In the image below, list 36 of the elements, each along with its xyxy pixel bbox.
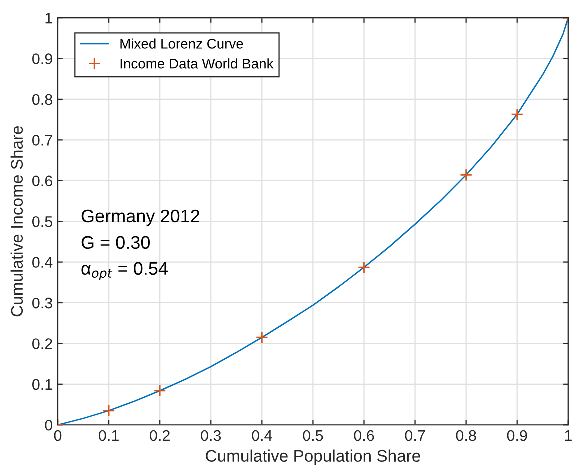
x-tick-label: 0.7 — [405, 430, 426, 442]
x-tick-label: 0.5 — [303, 430, 324, 442]
x-tick-label: 0.9 — [507, 430, 528, 442]
y-tick-label: 0.3 — [32, 298, 52, 309]
y-tick-label: 0 — [45, 420, 53, 431]
annotation: Germany 2012 — [82, 210, 200, 226]
x-tick-label: 0.2 — [150, 430, 170, 442]
x-tick-label: 0 — [54, 430, 62, 442]
line-series — [58, 18, 568, 426]
x-tick-label: 0.8 — [456, 430, 476, 442]
y-axis-title: Cumulative Income Share — [10, 126, 24, 317]
annotation: α$_{opt}$ = 0.54 — [82, 262, 168, 280]
y-tick-label: 0.4 — [32, 257, 53, 268]
point — [102, 404, 116, 418]
y-tick-label: 0.7 — [32, 135, 52, 146]
y-tick-label: 0.5 — [32, 216, 52, 228]
legend-label: Income Data World Bank — [120, 58, 274, 69]
y-tick-label: 0.6 — [32, 176, 52, 187]
y-tick-label: 0.1 — [32, 379, 52, 390]
point — [511, 108, 524, 121]
y-tick-label: 0.9 — [32, 54, 52, 64]
x-tick-label: 0.6 — [354, 430, 374, 442]
point — [256, 331, 268, 344]
y-tick-label: 0.8 — [32, 94, 52, 106]
x-tick-label: 0.3 — [201, 430, 222, 442]
point — [460, 168, 473, 182]
x-tick-label: 0.4 — [252, 430, 272, 442]
point — [154, 384, 166, 398]
x-tick-label: 0.1 — [99, 430, 119, 442]
y-tick-label: 1 — [46, 13, 52, 24]
y-tick-label: 0.2 — [32, 338, 52, 350]
annotation: G = 0.30 — [82, 236, 150, 250]
point — [358, 261, 370, 274]
legend-label: Mixed Lorenz Curve — [120, 38, 244, 49]
x-tick-label: 1 — [565, 430, 572, 442]
x-axis-title: Cumulative Population Share — [206, 450, 420, 466]
